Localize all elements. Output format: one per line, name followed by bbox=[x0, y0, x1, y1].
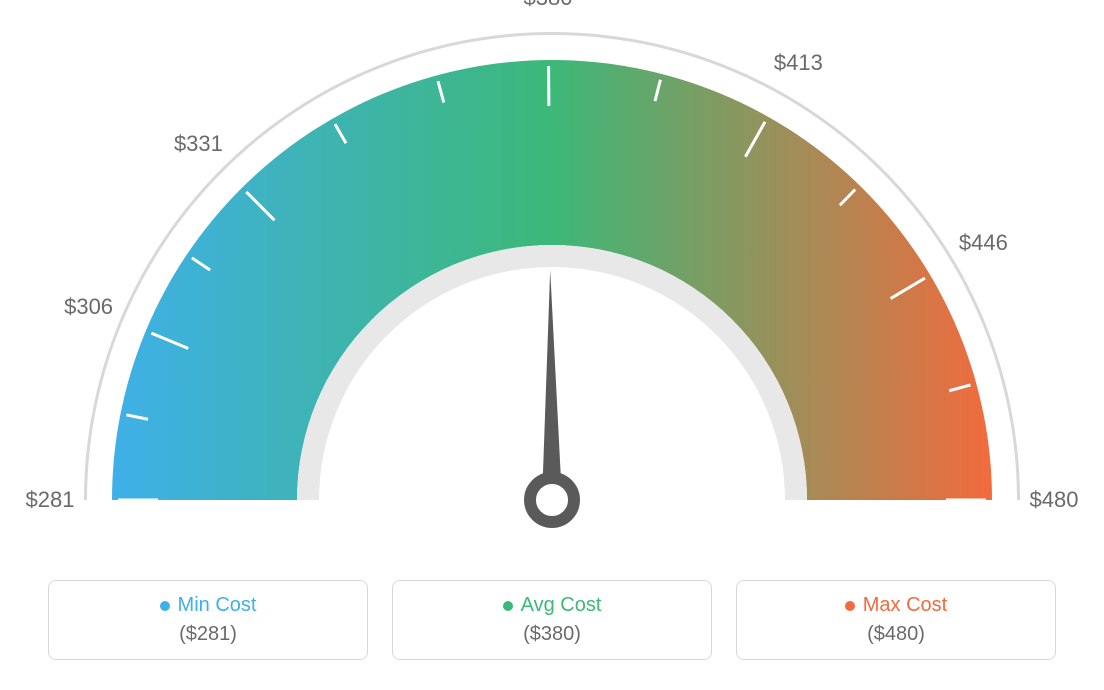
gauge-svg bbox=[0, 0, 1104, 560]
legend-dot-min bbox=[160, 601, 170, 611]
gauge-tick-label: $331 bbox=[174, 131, 223, 157]
legend-area: Min Cost ($281) Avg Cost ($380) Max Cost… bbox=[0, 580, 1104, 660]
legend-min-value: ($281) bbox=[179, 623, 237, 646]
gauge-tick-label: $480 bbox=[1030, 487, 1079, 513]
legend-max-label-row: Max Cost bbox=[845, 594, 947, 617]
gauge-tick-label: $446 bbox=[959, 230, 1008, 256]
legend-min-label: Min Cost bbox=[178, 594, 257, 617]
gauge-area: $281 $306 $331 $380 $413 $446 $480 bbox=[0, 0, 1104, 560]
legend-avg-label-row: Avg Cost bbox=[503, 594, 602, 617]
legend-max-value: ($480) bbox=[867, 623, 925, 646]
gauge-tick-label: $281 bbox=[26, 487, 75, 513]
legend-dot-avg bbox=[503, 601, 513, 611]
legend-max-cost: Max Cost ($480) bbox=[736, 580, 1056, 660]
chart-container: $281 $306 $331 $380 $413 $446 $480 Min Cost ($… bbox=[0, 0, 1104, 690]
gauge-tick-label: $306 bbox=[64, 294, 113, 320]
legend-max-label: Max Cost bbox=[863, 594, 947, 617]
legend-avg-label: Avg Cost bbox=[521, 594, 602, 617]
legend-dot-max bbox=[845, 601, 855, 611]
legend-avg-cost: Avg Cost ($380) bbox=[392, 580, 712, 660]
gauge-tick-label: $380 bbox=[524, 0, 573, 11]
gauge-tick-label: $413 bbox=[774, 50, 823, 76]
legend-avg-value: ($380) bbox=[523, 623, 581, 646]
legend-min-cost: Min Cost ($281) bbox=[48, 580, 368, 660]
legend-min-label-row: Min Cost bbox=[160, 594, 257, 617]
